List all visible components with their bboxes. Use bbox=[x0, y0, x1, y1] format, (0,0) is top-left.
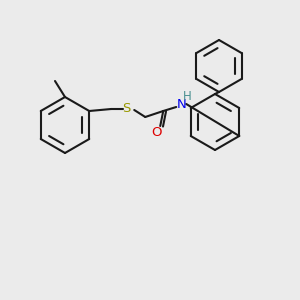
Text: H: H bbox=[183, 91, 192, 103]
Text: S: S bbox=[122, 103, 130, 116]
Text: O: O bbox=[151, 127, 161, 140]
Text: N: N bbox=[176, 98, 186, 112]
